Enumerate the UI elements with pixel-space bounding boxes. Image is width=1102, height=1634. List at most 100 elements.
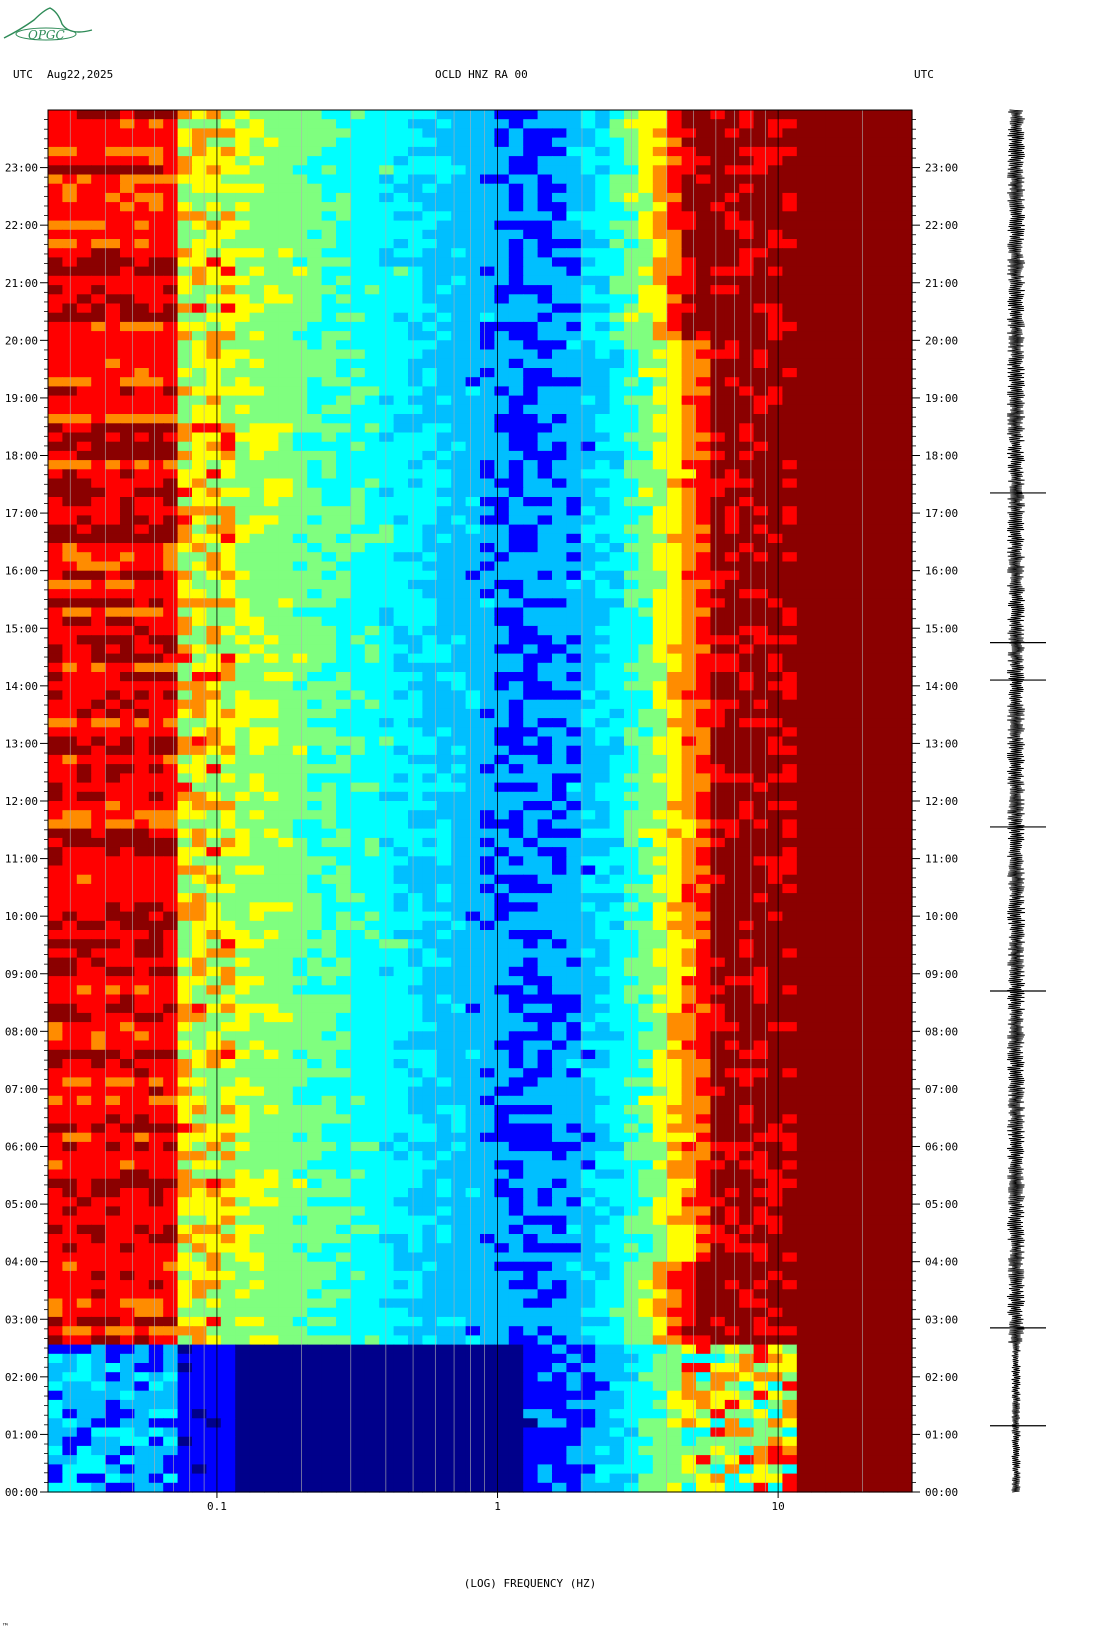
heatmap-cell: [494, 635, 510, 645]
heatmap-cell: [710, 745, 726, 756]
heatmap-cell: [595, 810, 611, 820]
heatmap-cell: [321, 395, 337, 406]
heatmap-cell: [105, 340, 121, 351]
heatmap-cell: [163, 441, 179, 452]
heatmap-cell: [609, 137, 625, 148]
heatmap-cell: [177, 865, 193, 876]
heatmap-cell: [638, 764, 654, 774]
heatmap-cell: [652, 579, 668, 590]
heatmap-cell: [465, 358, 481, 369]
heatmap-cell: [48, 672, 63, 682]
heatmap-cell: [451, 423, 467, 434]
heatmap-cell: [724, 331, 740, 341]
heatmap-cell: [868, 607, 884, 618]
heatmap-cell: [796, 662, 812, 673]
heatmap-cell: [840, 865, 855, 876]
heatmap-cell: [696, 229, 711, 240]
heatmap-cell: [177, 303, 193, 314]
heatmap-cell: [62, 552, 78, 562]
heatmap-cell: [840, 727, 855, 738]
heatmap-cell: [307, 331, 323, 341]
heatmap-cell: [235, 192, 251, 203]
heatmap-cell: [811, 202, 827, 212]
heatmap-cell: [566, 432, 582, 443]
heatmap-cell: [840, 837, 855, 848]
heatmap-cell: [393, 266, 409, 277]
heatmap-cell: [192, 414, 207, 424]
heatmap-cell: [307, 847, 323, 857]
heatmap-cell: [134, 819, 150, 830]
heatmap-cell: [897, 395, 913, 406]
heatmap-cell: [494, 266, 510, 277]
heatmap-cell: [422, 782, 438, 793]
heatmap-cell: [768, 266, 783, 277]
heatmap-cell: [292, 625, 308, 636]
heatmap-cell: [537, 533, 553, 544]
heatmap-cell: [840, 791, 855, 802]
heatmap-cell: [739, 819, 755, 830]
heatmap-cell: [724, 414, 740, 424]
heatmap-cell: [580, 423, 596, 434]
heatmap-cell: [336, 414, 351, 424]
heatmap-cell: [566, 579, 582, 590]
heatmap-cell: [451, 395, 467, 406]
heatmap-cell: [48, 156, 63, 166]
heatmap-cell: [811, 119, 827, 129]
heatmap-cell: [883, 718, 899, 728]
heatmap-cell: [292, 146, 308, 157]
heatmap-cell: [408, 165, 423, 176]
heatmap-cell: [696, 285, 711, 295]
heatmap-cell: [868, 736, 884, 747]
heatmap-cell: [681, 303, 697, 314]
heatmap-cell: [667, 478, 683, 489]
heatmap-cell: [825, 469, 841, 480]
heatmap-cell: [177, 294, 193, 305]
heatmap-cell: [220, 156, 236, 166]
heatmap-cell: [451, 487, 467, 498]
heatmap-cell: [609, 275, 625, 286]
heatmap-cell: [580, 524, 596, 535]
heatmap-cell: [336, 718, 351, 728]
heatmap-cell: [451, 524, 467, 535]
heatmap-cell: [566, 533, 582, 544]
heatmap-cell: [364, 837, 380, 848]
heatmap-cell: [336, 708, 351, 719]
heatmap-cell: [782, 165, 798, 176]
heatmap-cell: [350, 248, 366, 258]
heatmap-cell: [566, 192, 582, 203]
heatmap-cell: [609, 377, 625, 387]
heatmap-cell: [307, 119, 323, 129]
heatmap-cell: [192, 579, 207, 590]
heatmap-cell: [436, 708, 452, 719]
heatmap-cell: [883, 128, 899, 139]
heatmap-cell: [566, 699, 582, 710]
heatmap-cell: [48, 819, 63, 830]
heatmap-cell: [508, 386, 524, 397]
heatmap-cell: [48, 220, 63, 231]
heatmap-cell: [436, 625, 452, 636]
heatmap-cell: [120, 358, 135, 369]
heatmap-cell: [710, 524, 726, 535]
heatmap-cell: [753, 653, 769, 664]
heatmap-cell: [220, 432, 236, 443]
heatmap-cell: [148, 174, 164, 185]
heatmap-cell: [782, 321, 798, 332]
heatmap-cell: [206, 331, 222, 341]
heatmap-cell: [652, 441, 668, 452]
heatmap-cell: [523, 128, 539, 139]
heatmap-cell: [840, 533, 855, 544]
heatmap-cell: [364, 754, 380, 765]
heatmap-cell: [249, 754, 265, 765]
heatmap-cell: [883, 607, 899, 618]
heatmap-cell: [840, 718, 855, 728]
heatmap-cell: [782, 248, 798, 258]
heatmap-cell: [537, 589, 553, 599]
heatmap-cell: [134, 810, 150, 820]
heatmap-cell: [264, 331, 279, 341]
heatmap-cell: [264, 773, 279, 784]
heatmap-cell: [868, 257, 884, 268]
heatmap-cell: [782, 533, 798, 544]
heatmap-cell: [508, 745, 524, 756]
heatmap-cell: [494, 137, 510, 148]
heatmap-cell: [537, 478, 553, 489]
